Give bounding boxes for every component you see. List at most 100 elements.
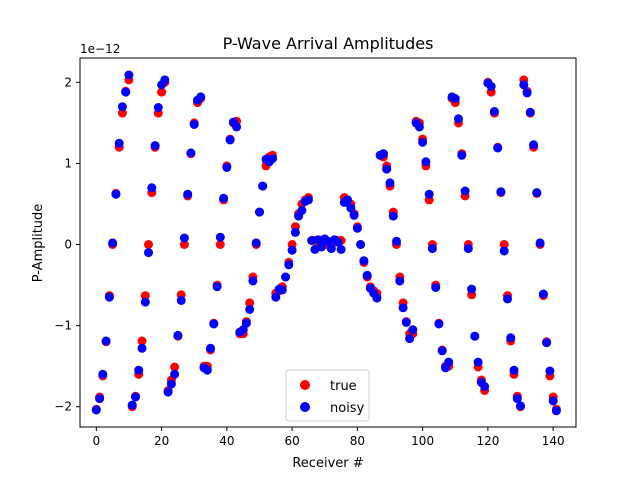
data-point-noisy <box>486 81 496 91</box>
data-point-noisy <box>499 246 509 256</box>
data-point-noisy <box>503 294 512 304</box>
data-point-noisy <box>284 260 294 270</box>
y-tick-label: 1 <box>64 156 72 170</box>
data-point-noisy <box>153 103 163 112</box>
data-point-noisy <box>463 244 473 254</box>
data-point-noisy <box>173 330 183 340</box>
plot-area: 0 20 40 60 80 100 120 140 −2 −1 0 1 2 <box>54 57 577 448</box>
data-point-noisy <box>385 178 395 188</box>
data-point-noisy <box>255 207 264 217</box>
data-point-noisy <box>538 289 548 299</box>
data-point-noisy <box>108 238 118 248</box>
data-point-noisy <box>144 248 153 258</box>
data-point-noisy <box>489 107 499 116</box>
data-point-noisy <box>268 154 277 164</box>
data-point-noisy <box>111 189 121 199</box>
data-point-noisy <box>317 242 326 252</box>
data-point-noisy <box>222 163 232 172</box>
data-point-noisy <box>522 88 532 98</box>
data-point-noisy <box>225 135 235 145</box>
data-point-noisy <box>450 94 460 103</box>
data-point-noisy <box>91 405 101 415</box>
data-point-noisy <box>460 186 470 196</box>
data-point-true <box>499 240 509 249</box>
data-point-noisy <box>179 233 189 243</box>
data-point-true <box>140 291 150 301</box>
y-tick-label: 2 <box>64 75 72 89</box>
data-point-true <box>117 108 127 118</box>
x-tick-label: 20 <box>154 434 169 448</box>
data-point-noisy <box>183 189 193 199</box>
data-point-noisy <box>150 141 160 151</box>
data-point-noisy <box>382 164 392 174</box>
data-point-noisy <box>248 276 258 286</box>
data-point-noisy <box>271 292 281 302</box>
y-axis-multiplier: 1e−12 <box>80 42 120 56</box>
data-point-noisy <box>408 325 418 335</box>
x-axis-ticks: 0 20 40 60 80 100 120 140 <box>92 427 565 448</box>
data-point-noisy <box>454 114 463 124</box>
data-point-noisy <box>258 181 268 191</box>
data-point-noisy <box>333 237 343 247</box>
data-point-noisy <box>326 244 336 254</box>
data-point-noisy <box>104 292 114 302</box>
data-point-noisy <box>548 396 558 406</box>
data-point-true <box>179 240 189 249</box>
data-point-noisy <box>303 195 313 205</box>
data-point-noisy <box>379 149 388 159</box>
data-point-noisy <box>219 193 229 203</box>
data-point-noisy <box>232 122 242 132</box>
data-point-noisy <box>277 285 287 295</box>
data-point-noisy <box>434 319 444 329</box>
data-point-noisy <box>251 238 261 248</box>
data-point-noisy <box>418 137 428 147</box>
y-tick-label: −1 <box>54 319 72 333</box>
x-axis-label: Receiver # <box>292 456 363 471</box>
data-point-noisy <box>170 369 180 379</box>
data-point-noisy <box>189 120 199 129</box>
x-tick-label: 0 <box>92 434 100 448</box>
data-point-noisy <box>202 365 212 375</box>
data-point-noisy <box>297 206 307 215</box>
legend-noisy-marker <box>300 402 310 412</box>
data-point-true <box>170 362 180 372</box>
data-point-true <box>157 87 167 97</box>
y-axis-label: P-Amplitude <box>31 204 46 283</box>
data-point-noisy <box>509 365 519 375</box>
data-point-noisy <box>163 387 173 397</box>
data-point-noisy <box>245 304 255 314</box>
data-point-noisy <box>121 87 131 97</box>
data-point-noisy <box>470 331 480 341</box>
legend-true-label: true <box>330 379 357 394</box>
data-point-noisy <box>140 297 150 307</box>
data-point-noisy <box>473 357 483 367</box>
data-point-noisy <box>545 366 555 376</box>
data-point-noisy <box>117 102 127 112</box>
data-point-noisy <box>388 211 398 221</box>
data-point-noisy <box>542 338 552 348</box>
data-point-noisy <box>496 187 506 197</box>
data-point-noisy <box>124 70 134 80</box>
y-axis-ticks: −2 −1 0 1 2 <box>54 75 80 414</box>
data-point-noisy <box>346 203 356 213</box>
data-point-noisy <box>209 319 219 329</box>
data-point-noisy <box>427 244 437 254</box>
data-point-noisy <box>362 270 372 280</box>
data-point-noisy <box>290 227 300 237</box>
data-point-noisy <box>356 240 366 249</box>
data-point-noisy <box>525 107 535 117</box>
data-point-noisy <box>372 293 382 303</box>
data-point-noisy <box>506 333 516 343</box>
data-point-noisy <box>444 357 454 367</box>
data-point-noisy <box>421 157 431 167</box>
y-tick-label: −2 <box>54 400 72 414</box>
data-point-noisy <box>101 336 111 346</box>
series-noisy-points <box>91 70 561 416</box>
data-point-true <box>245 298 255 308</box>
data-point-noisy <box>398 303 408 313</box>
data-point-noisy <box>516 401 525 411</box>
data-point-noisy <box>98 369 108 379</box>
y-tick-label: 0 <box>64 238 72 252</box>
data-point-noisy <box>437 346 447 356</box>
